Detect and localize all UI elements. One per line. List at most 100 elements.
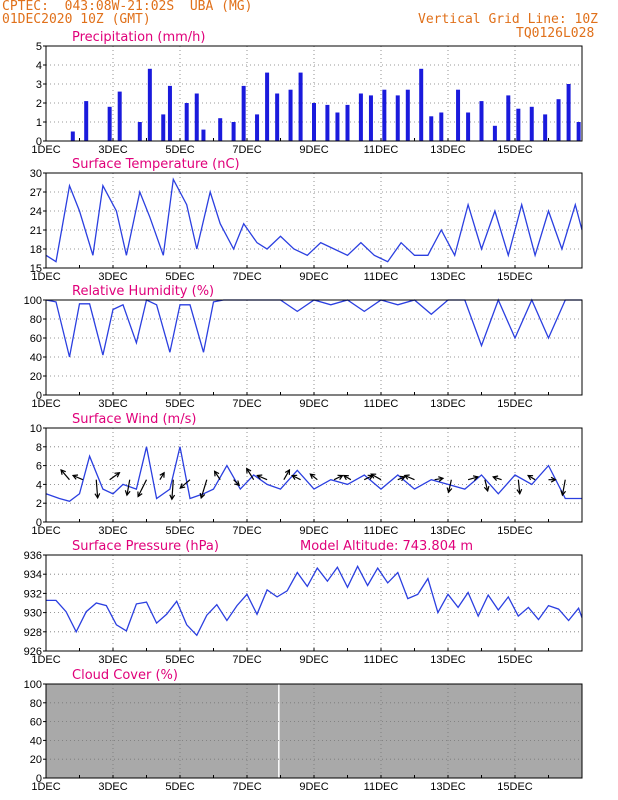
header-station: CPTEC: 043:08W-21:02S UBA (MG) xyxy=(2,0,253,14)
y-tick-label: 20 xyxy=(30,371,42,383)
panel-title: Precipitation (mm/h) xyxy=(72,30,205,45)
precip-bar xyxy=(147,68,152,141)
precip-bar xyxy=(288,89,293,141)
wind-vector xyxy=(363,474,373,481)
panel-4: 926 928 930 932 934 936 Surface Pressure (hPa)… xyxy=(24,539,583,666)
x-tick-label: 9DEC xyxy=(299,398,328,410)
wind-vector-head xyxy=(159,471,165,478)
precip-bar xyxy=(576,122,581,141)
wind-vector-head xyxy=(179,483,186,489)
plot-frame xyxy=(45,554,583,652)
x-tick-label: 1DEC xyxy=(31,271,60,283)
x-tick-label: 9DEC xyxy=(299,271,328,283)
precip-bar xyxy=(345,104,350,141)
precip-bar xyxy=(255,114,260,141)
wind-vector xyxy=(200,479,208,499)
wind-vector-head xyxy=(399,475,406,482)
x-tick-label: 13DEC xyxy=(430,398,466,410)
wind-vector xyxy=(343,474,352,481)
x-tick-label: 11DEC xyxy=(364,525,399,537)
wind-vector-head xyxy=(550,476,557,483)
header-date: 01DEC2020 10Z (GMT) xyxy=(2,12,151,27)
wind-vector-head xyxy=(256,474,263,480)
panel-0: 0 1 2 3 4 5 Precipitation (mm/h) 1DEC 3DEC 5DEC 7D… xyxy=(31,30,583,156)
precip-bar xyxy=(529,106,534,141)
header-grid-note: Vertical Grid Line: 10Z xyxy=(418,12,599,27)
wind-vector xyxy=(333,474,343,481)
x-tick-label: 3DEC xyxy=(98,271,127,283)
y-tick-label: 930 xyxy=(24,608,42,620)
wind-vector-head xyxy=(169,494,176,501)
wind-vector xyxy=(233,479,240,486)
wind-vector-head xyxy=(337,474,344,480)
x-tick-label: 7DEC xyxy=(232,144,261,156)
panel-title: Surface Wind (m/s) xyxy=(72,412,196,427)
precip-bar xyxy=(395,95,400,141)
x-tick-label: 13DEC xyxy=(430,144,466,156)
precip-bar xyxy=(107,106,112,141)
wind-vector-head xyxy=(472,475,480,481)
header-code: TQ0126L028 xyxy=(516,26,595,41)
y-tick-label: 0 xyxy=(36,773,42,785)
wind-vector xyxy=(527,474,536,481)
wind-vector xyxy=(171,479,174,500)
precip-bar xyxy=(84,101,89,141)
x-tick-label: 7DEC xyxy=(232,654,261,666)
wind-vector-head xyxy=(309,473,316,479)
x-tick-label: 11DEC xyxy=(364,144,399,156)
x-tick-label: 7DEC xyxy=(232,398,261,410)
precip-bar xyxy=(566,84,571,141)
x-tick-label: 1DEC xyxy=(31,398,60,410)
wind-vector-head xyxy=(291,474,298,480)
precip-bar xyxy=(506,95,511,141)
x-tick-label: 7DEC xyxy=(232,271,261,283)
plot-frame xyxy=(45,45,583,142)
precip-bar xyxy=(265,72,270,141)
precip-bar xyxy=(231,122,236,141)
y-tick-label: 2 xyxy=(36,98,42,110)
wind-vector-head xyxy=(71,474,79,480)
y-tick-label: 20 xyxy=(30,754,42,766)
precip-bar xyxy=(358,93,363,141)
precip-bar xyxy=(325,104,330,141)
y-tick-label: 934 xyxy=(24,569,42,581)
precip-bar xyxy=(429,116,434,141)
x-tick-label: 5DEC xyxy=(165,781,194,793)
x-tick-label: 15DEC xyxy=(497,781,533,793)
precip-bar xyxy=(184,103,189,141)
wind-vector-head xyxy=(234,480,241,487)
wind-vector xyxy=(95,479,99,498)
y-tick-label: 80 xyxy=(30,698,42,710)
wind-vector-head xyxy=(114,471,121,478)
x-tick-label: 13DEC xyxy=(430,271,466,283)
precip-bar xyxy=(312,103,316,141)
x-tick-label: 3DEC xyxy=(98,398,127,410)
wind-vector xyxy=(109,472,120,481)
y-tick-label: 100 xyxy=(24,295,42,307)
y-tick-label: 926 xyxy=(24,646,42,658)
y-tick-label: 18 xyxy=(30,244,42,256)
precip-bar xyxy=(275,93,280,141)
precip-bar xyxy=(419,68,424,141)
wind-vector-head xyxy=(137,491,143,498)
precip-bar xyxy=(137,122,142,141)
wind-vector-head xyxy=(483,485,490,493)
y-tick-label: 24 xyxy=(30,206,42,218)
x-tick-label: 1DEC xyxy=(31,781,60,793)
wind-vector xyxy=(309,473,318,481)
wind-vector-head xyxy=(527,474,534,481)
x-tick-label: 13DEC xyxy=(430,781,466,793)
panel-title: Relative Humidity (%) xyxy=(72,284,214,299)
x-tick-label: 9DEC xyxy=(299,525,328,537)
y-tick-label: 60 xyxy=(30,717,42,729)
x-tick-label: 11DEC xyxy=(364,271,399,283)
wind-vector xyxy=(60,469,70,481)
x-tick-label: 3DEC xyxy=(98,654,127,666)
precip-bar xyxy=(241,85,246,141)
precip-bar xyxy=(70,131,75,141)
precip-bar xyxy=(382,89,387,141)
wind-vector xyxy=(467,476,479,481)
precip-bar xyxy=(556,99,561,141)
x-tick-label: 15DEC xyxy=(497,271,533,283)
